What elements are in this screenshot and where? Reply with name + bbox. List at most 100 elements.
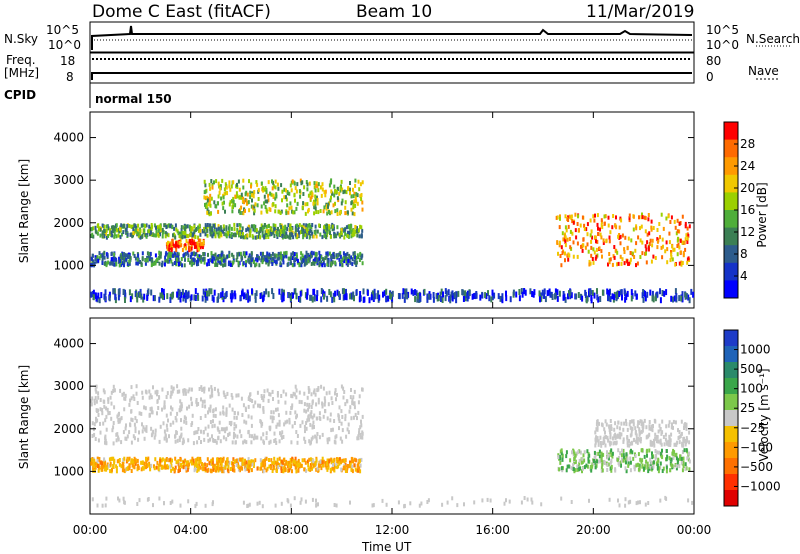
- power-echo-cell: [271, 179, 273, 184]
- power-echo-cell: [329, 198, 332, 203]
- nsky-trace: [91, 25, 693, 50]
- velocity-echo-cell: [609, 435, 612, 440]
- power-echo-cell: [218, 234, 221, 239]
- velocity-echo-cell: [178, 438, 181, 443]
- power-echo-cell: [322, 229, 325, 234]
- power-echo-cell: [262, 186, 264, 191]
- power-echo-cell: [583, 223, 586, 228]
- power-echo-cell: [172, 233, 174, 238]
- velocity-echo-cell: [619, 451, 622, 456]
- velocity-echo-cell: [225, 407, 228, 412]
- power-echo-cell: [263, 291, 266, 298]
- power-echo-cell: [153, 223, 156, 228]
- power-echo-cell: [556, 295, 559, 302]
- power-echo-cell: [263, 225, 266, 230]
- velocity-echo-cell: [637, 420, 640, 425]
- power-echo-cell: [226, 230, 229, 235]
- velocity-echo-cell: [333, 503, 336, 507]
- freq-tick-top: 18: [60, 54, 76, 68]
- velocity-echo-cell: [641, 422, 644, 427]
- power-echo-cell: [678, 261, 681, 266]
- power-echo-cell: [213, 200, 216, 205]
- velocity-echo-cell: [606, 455, 609, 460]
- power-echo-cell: [487, 290, 489, 297]
- power-echo-cell: [628, 216, 631, 221]
- power-echo-cell: [208, 262, 211, 266]
- velocity-echo-cell: [176, 411, 179, 416]
- power-echo-cell: [521, 291, 524, 298]
- power-echo-cell: [444, 295, 447, 302]
- velocity-echo-cell: [220, 462, 223, 467]
- velocity-echo-cell: [101, 461, 104, 466]
- power-echo-cell: [155, 229, 158, 234]
- velocity-echo-cell: [688, 430, 691, 435]
- velocity-echo-cell: [263, 440, 265, 445]
- velocity-echo-cell: [570, 500, 573, 504]
- power-echo-cell: [145, 258, 148, 263]
- velocity-echo-cell: [150, 395, 153, 400]
- velocity-echo-cell: [312, 463, 315, 468]
- velocity-echo-cell: [287, 468, 290, 473]
- velocity-echo-cell: [90, 458, 93, 462]
- velocity-echo-cell: [92, 462, 95, 467]
- velocity-echo-cell: [602, 441, 605, 446]
- power-echo-cell: [559, 254, 562, 258]
- velocity-echo-cell: [112, 425, 115, 430]
- power-echo-cell: [144, 261, 147, 266]
- velocity-echo-cell: [576, 464, 579, 469]
- power-echo-cell: [193, 241, 196, 246]
- power-echo-cell: [220, 258, 223, 263]
- power-echo-cell: [159, 251, 162, 256]
- power-echo-cell: [359, 194, 362, 199]
- velocity-echo-cell: [651, 455, 654, 460]
- velocity-echo-cell: [633, 437, 636, 442]
- power-echo-cell: [652, 296, 655, 303]
- power-echo-cell: [172, 253, 174, 258]
- power-echo-cell: [159, 292, 162, 299]
- velocity-echo-cell: [248, 465, 251, 470]
- power-echo-cell: [351, 262, 354, 267]
- power-echo-cell: [220, 292, 223, 299]
- power-echo-cell: [243, 292, 246, 299]
- power-echo-cell: [330, 195, 332, 200]
- power-echo-cell: [290, 205, 293, 210]
- velocity-echo-cell: [311, 415, 314, 420]
- power-echo-cell: [353, 251, 356, 256]
- colorbar-segment: [724, 458, 738, 475]
- power-echo-cell: [608, 260, 611, 265]
- power-echo-cell: [111, 233, 114, 238]
- power-echo-cell: [275, 194, 278, 199]
- power-echo-cell: [299, 178, 302, 183]
- velocity-echo-cell: [289, 503, 292, 508]
- power-echo-cell: [567, 293, 569, 300]
- power-echo-cell: [308, 181, 311, 186]
- power-echo-cell: [305, 234, 308, 239]
- velocity-echo-cell: [601, 468, 604, 473]
- power-echo-cell: [294, 232, 297, 237]
- velocity-echo-cell: [294, 456, 297, 461]
- velocity-echo-cell: [611, 436, 614, 441]
- velocity-echo-cell: [318, 435, 321, 440]
- velocity-echo-cell: [225, 426, 228, 431]
- power-echo-cell: [316, 257, 319, 262]
- power-echo-cell: [630, 295, 633, 302]
- power-echo-cell: [146, 294, 149, 301]
- power-echo-cell: [129, 232, 132, 237]
- power-echo-cell: [598, 246, 601, 251]
- power-echo-cell: [203, 256, 206, 261]
- velocity-echo-cell: [198, 463, 201, 468]
- power-echo-cell: [128, 289, 131, 296]
- velocity-echo-cell: [330, 467, 332, 472]
- velocity-echo-cell: [358, 431, 360, 436]
- velocity-echo-cell: [632, 456, 635, 461]
- velocity-echo-cell: [327, 402, 330, 407]
- power-echo-cell: [165, 225, 168, 229]
- power-echo-cell: [687, 256, 690, 261]
- power-echo-cell: [321, 263, 324, 268]
- power-echo-cell: [168, 247, 171, 252]
- power-echo-cell: [104, 231, 107, 236]
- power-echo-cell: [258, 230, 261, 235]
- power-echo-cell: [250, 263, 253, 268]
- power-echo-cell: [546, 290, 549, 297]
- power-echo-cell: [686, 260, 689, 265]
